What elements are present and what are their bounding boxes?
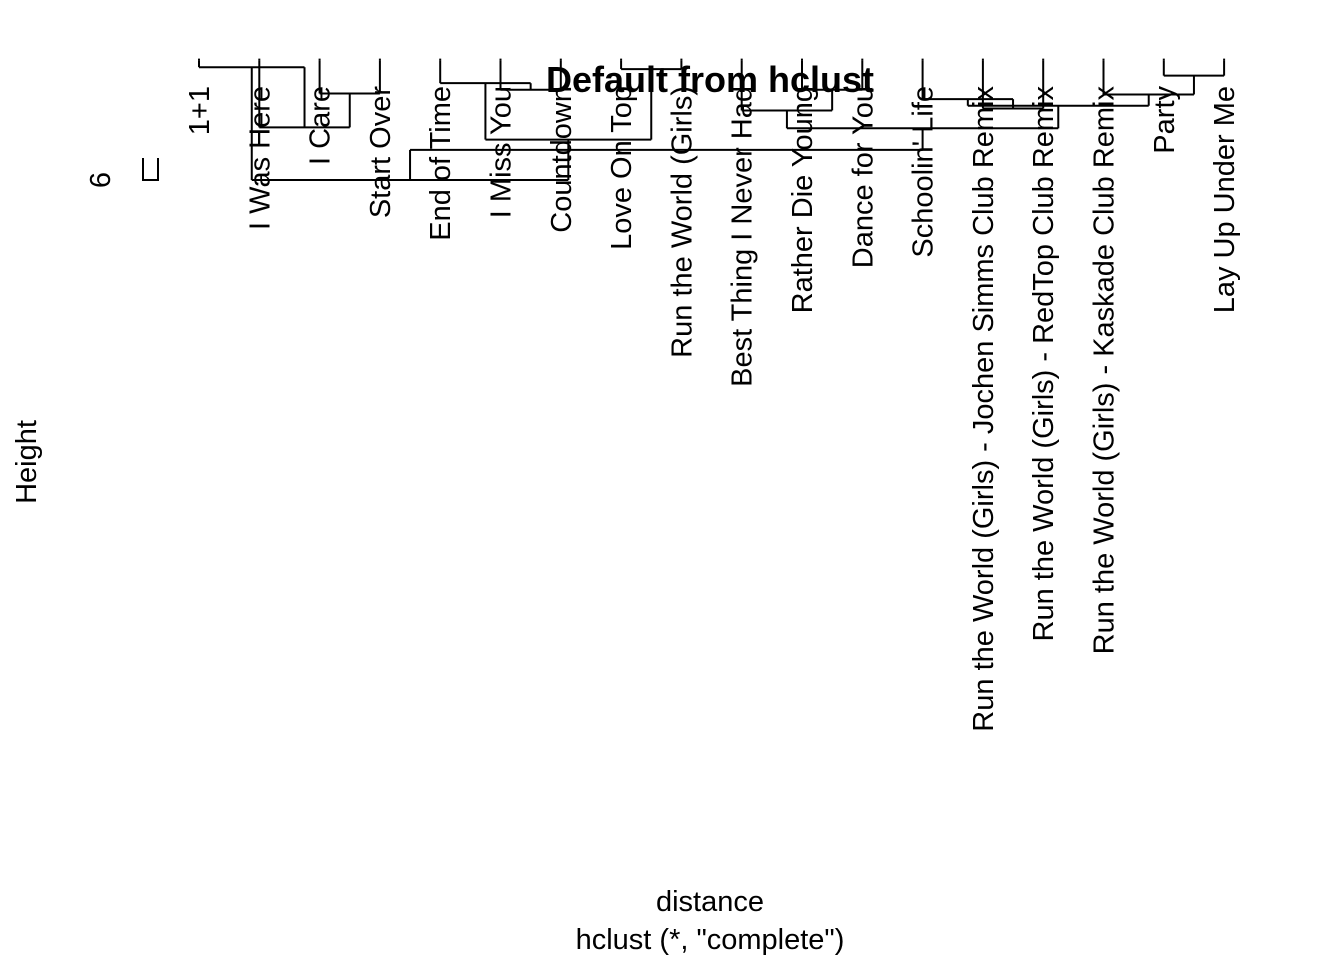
dendrogram-segments xyxy=(198,58,1226,181)
leaf-label: Countdown xyxy=(546,86,578,233)
leaf-label: Run the World (Girls) - RedTop Club Remi… xyxy=(1028,86,1060,642)
leaf-label: Run the World (Girls) - Jochen Simms Clu… xyxy=(968,86,1000,732)
leaf-labels: 1+1 I Was Here I Care Start Over End of Time… xyxy=(184,86,1241,732)
y-tick-label: 6 xyxy=(85,172,117,188)
leaf-label: I Care xyxy=(305,86,337,165)
x-axis-label: distance xyxy=(656,886,764,918)
leaf-label: End of Time xyxy=(425,86,457,241)
leaf-label: Best Thing I Never Had xyxy=(727,86,759,387)
leaf-label: Love On Top xyxy=(606,86,638,250)
y-axis-label: Height xyxy=(11,420,43,504)
leaf-label: Schoolin' Life xyxy=(908,86,940,258)
leaf-label: Run the World (Girls) xyxy=(666,86,698,358)
subtitle: hclust (*, "complete") xyxy=(576,924,845,956)
leaf-label: Start Over xyxy=(365,86,397,218)
y-axis: 6 xyxy=(85,158,159,188)
leaf-label: Lay Up Under Me xyxy=(1209,86,1241,313)
leaf-label: 1+1 xyxy=(184,86,216,135)
y-tick-mark xyxy=(142,158,159,181)
leaf-label: I Miss You xyxy=(486,86,518,218)
leaf-label: I Was Here xyxy=(244,86,276,230)
leaf-label: Rather Die Young xyxy=(787,86,819,313)
leaf-label: Run the World (Girls) - Kaskade Club Rem… xyxy=(1089,86,1121,655)
leaf-label: Party xyxy=(1149,86,1181,154)
chart-title: Default from hclust xyxy=(546,59,874,100)
leaf-label: Dance for You xyxy=(847,86,879,268)
